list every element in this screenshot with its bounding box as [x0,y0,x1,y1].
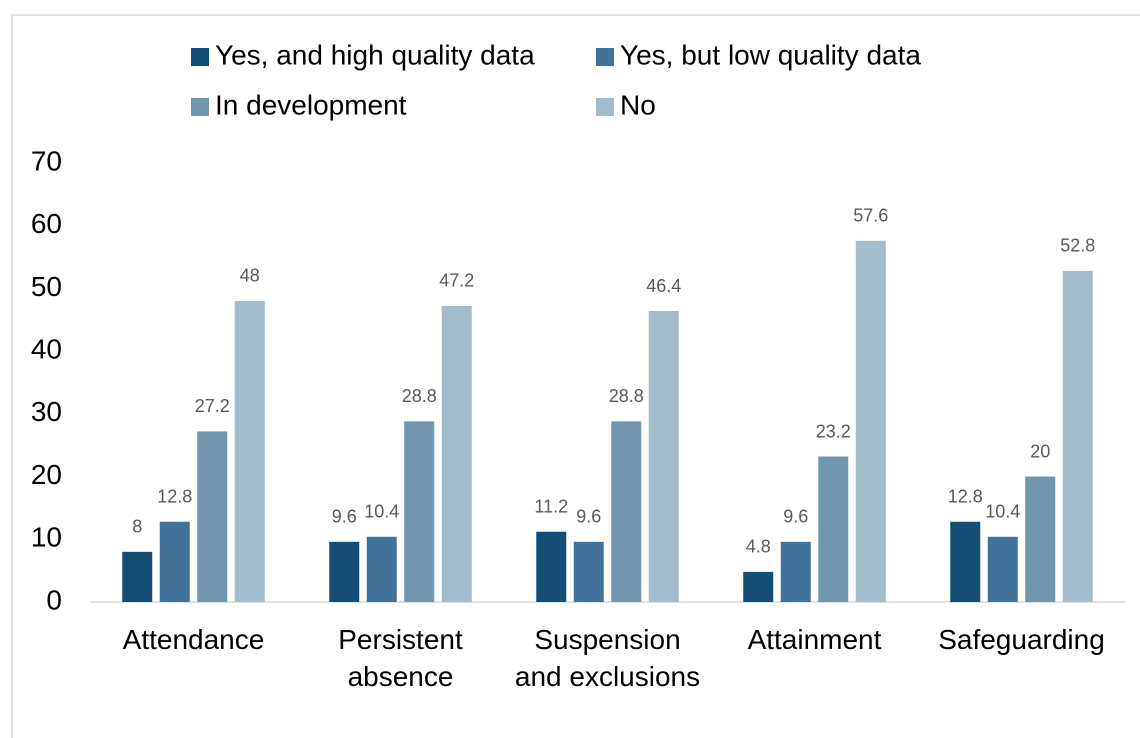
bar [159,521,190,602]
bar [122,551,153,602]
x-tick-label: Persistent absence [338,624,463,692]
x-tick-label: Attainment [747,624,882,655]
y-tick-label: 60 [31,208,62,239]
bar [648,311,679,602]
bar [1062,270,1093,602]
data-label: 28.8 [609,386,644,406]
data-label: 10.4 [985,502,1020,522]
bar [743,571,774,602]
bar [950,521,981,602]
chart-border [11,14,1140,738]
legend-label: No [620,89,656,120]
bar [366,536,397,602]
data-label: 8 [132,517,142,537]
bar [818,456,849,602]
legend-label: In development [215,89,407,120]
bar [855,240,886,602]
y-tick-label: 50 [31,271,62,302]
data-label: 12.8 [948,486,983,506]
legend-label: Yes, and high quality data [215,39,535,70]
data-label: 12.8 [157,486,192,506]
y-tick-label: 30 [31,396,62,427]
y-tick-label: 10 [31,522,62,553]
bar [404,421,435,602]
data-label: 11.2 [534,497,568,517]
data-label: 4.8 [746,537,771,557]
data-label: 28.8 [402,386,437,406]
legend-swatch [596,48,614,66]
bar [573,541,604,602]
legend-swatch [596,98,614,116]
data-label: 23.2 [816,421,851,441]
bar [329,541,360,602]
bar [536,531,567,602]
y-tick-label: 20 [31,459,62,490]
data-label: 9.6 [576,507,601,527]
bar [987,536,1018,602]
bar [234,300,265,602]
x-tick-label: Attendance [122,624,265,655]
data-label: 46.4 [646,276,681,296]
bar [441,305,472,602]
legend-swatch [191,98,209,116]
legend-label: Yes, but low quality data [620,39,921,70]
bar [780,541,811,602]
y-tick-label: 40 [31,334,62,365]
y-tick-label: 70 [31,145,62,176]
data-label: 57.6 [853,206,888,226]
x-tick-label: Suspension and exclusions [514,624,701,692]
data-label: 9.6 [332,507,357,527]
data-label: 48 [240,266,260,286]
bar [1025,476,1056,602]
bar [611,421,642,602]
data-label: 20 [1030,441,1050,461]
data-label: 27.2 [195,396,230,416]
x-tick-label: Safeguarding [938,624,1105,655]
data-label: 47.2 [439,271,474,291]
legend-swatch [191,48,209,66]
data-label: 52.8 [1060,236,1095,256]
bar [197,431,228,602]
data-label: 9.6 [783,507,808,527]
data-label: 10.4 [364,502,399,522]
y-tick-label: 0 [46,584,62,615]
